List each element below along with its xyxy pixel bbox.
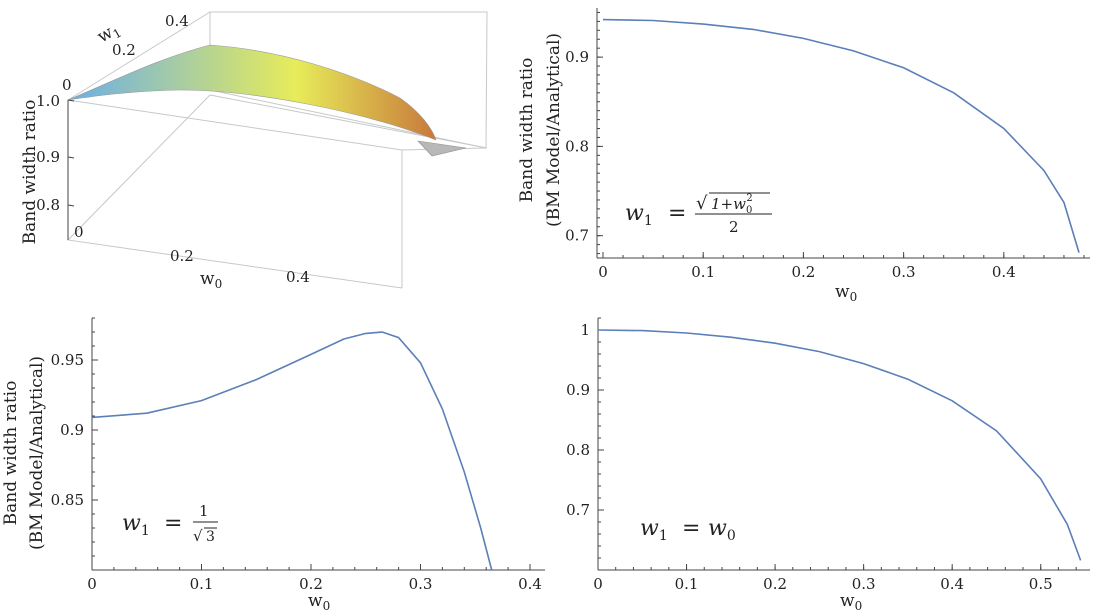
z-ticks: 1.0 0.9 0.8 <box>36 92 75 214</box>
x-tick-label: 0.4 <box>992 263 1016 281</box>
series-line <box>91 331 493 571</box>
x-axis-label: w0 <box>840 591 862 613</box>
z-tick <box>67 204 75 207</box>
x-tick-label: 0 <box>74 223 84 241</box>
y-tick-label: 0.9 <box>60 421 84 439</box>
x-tick-label: 0.4 <box>286 268 310 286</box>
formula-annotation: w1 = √ 1+w02 2 <box>625 192 772 236</box>
y-tick-label: 1 <box>580 321 590 339</box>
z-tick <box>67 99 75 102</box>
y-tick-label: 0.9 <box>565 48 589 66</box>
x-tick-label: 0 <box>598 263 608 281</box>
annotation-lhs: w1 <box>625 201 653 229</box>
series-line <box>597 329 1082 561</box>
annotation-eq: = <box>668 201 686 226</box>
chart-top-right: 0 0.1 0.2 0.3 0.4 0.7 0.8 0.9 w0 Band width rat… <box>517 8 1090 304</box>
y-axis-label: (BM Model/Analytical) <box>544 33 564 227</box>
annotation-lhs: w1 <box>122 511 150 539</box>
x-tick-label: 0.3 <box>892 263 916 281</box>
annotation-numerator: 1 <box>199 502 209 520</box>
annotation-eq: = <box>682 516 700 541</box>
y-tick-label: 0.8 <box>566 441 590 459</box>
x-tick-label: 0 <box>87 575 97 593</box>
x-tick-label: 0.2 <box>763 575 787 593</box>
annotation-denominator: 3 <box>206 529 215 545</box>
series-line <box>602 18 1080 253</box>
x-tick-label: 0.3 <box>409 575 433 593</box>
y-axis-label: Band width ratio <box>517 58 537 203</box>
y-tick-label: 0.4 <box>165 12 189 30</box>
x-tick-label: 0 <box>593 575 603 593</box>
y-tick-label: 0.85 <box>51 491 84 509</box>
y-tick-label: 0.7 <box>566 501 590 519</box>
z-tick-label: 1.0 <box>36 92 60 110</box>
chart-bottom-left: 0 0.1 0.2 0.3 0.4 0.85 0.9 0.95 w0 Band width r… <box>1 317 545 613</box>
y-tick-label: 0.8 <box>565 137 589 155</box>
annotation-lhs: w1 <box>640 516 668 544</box>
y-tick-label: 0.2 <box>112 41 136 59</box>
x-tick-label: 0.2 <box>791 263 815 281</box>
x-axis-label: w0 <box>308 591 330 613</box>
chart-bottom-right: 0 0.1 0.2 0.3 0.4 0.5 0.7 0.8 0.9 1 w0 w1 = w0 <box>566 317 1090 613</box>
x-tick-label: 0.1 <box>675 575 699 593</box>
x-tick-label: 0.1 <box>190 575 214 593</box>
box-edge <box>67 11 488 288</box>
x-axis-label: w0 <box>835 282 857 304</box>
x-tick-label: 0.1 <box>691 263 715 281</box>
x-axis-label: w0 <box>200 269 222 291</box>
ticks: 0 0.1 0.2 0.3 0.4 0.85 0.9 0.95 <box>51 317 542 593</box>
x-tick-label: 0.5 <box>1029 575 1053 593</box>
z-tick <box>67 156 75 159</box>
annotation-sqrt-sign: √ <box>696 193 708 214</box>
y-tick-label: 0.95 <box>51 351 84 369</box>
surface-plot: 1.0 0.9 0.8 Band width ratio 0 0.2 0.4 w… <box>20 11 488 291</box>
y-ticks: 0 0.2 0.4 <box>62 12 189 94</box>
surface-undefined-region <box>417 140 467 157</box>
annotation-denominator: 2 <box>729 218 739 236</box>
annotation-numerator: 1+w02 <box>711 193 753 216</box>
x-tick-label: 0.2 <box>299 575 323 593</box>
y-tick-label: 0.9 <box>566 381 590 399</box>
y-axis-label: Band width ratio <box>1 381 21 526</box>
annotation-rhs: w0 <box>708 516 736 544</box>
x-ticks: 0 0.2 0.4 <box>74 223 310 286</box>
z-axis-label: Band width ratio <box>20 100 40 245</box>
y-axis-label: (BM Model/Analytical) <box>27 356 47 550</box>
formula-annotation: w1 = 1 √ 3 <box>122 502 218 545</box>
annotation-sqrt-sign: √ <box>193 527 203 545</box>
x-tick-label: 0.4 <box>518 575 542 593</box>
y-tick-label: 0.7 <box>565 227 589 245</box>
y-tick-label: 0 <box>62 76 72 94</box>
z-tick-label: 0.9 <box>36 148 60 166</box>
x-tick-label: 0.3 <box>852 575 876 593</box>
x-tick-label: 0.2 <box>170 247 194 265</box>
z-tick-label: 0.8 <box>36 196 60 214</box>
y-axis-label: w1 <box>94 19 124 49</box>
ticks: 0 0.1 0.2 0.3 0.4 0.5 0.7 0.8 0.9 1 <box>566 317 1077 593</box>
surface-mesh <box>67 44 437 141</box>
annotation-eq: = <box>164 511 182 536</box>
box-edge <box>67 94 488 241</box>
formula-annotation: w1 = w0 <box>640 516 736 544</box>
ticks: 0 0.1 0.2 0.3 0.4 0.7 0.8 0.9 <box>565 11 1085 281</box>
x-tick-label: 0.4 <box>940 575 964 593</box>
